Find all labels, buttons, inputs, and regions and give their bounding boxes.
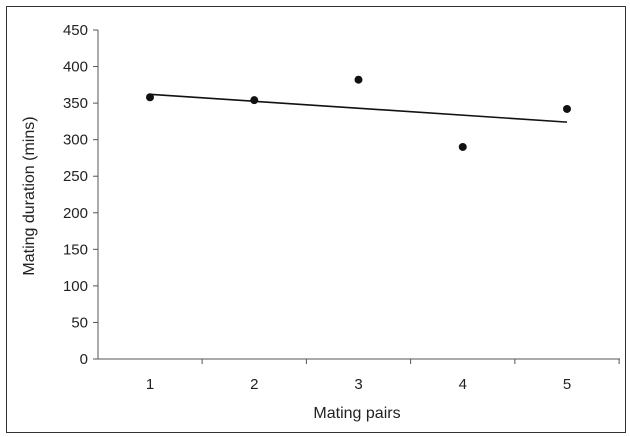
y-tick-label: 200 xyxy=(63,205,88,222)
x-tick-label: 2 xyxy=(250,376,258,393)
x-tick-label: 5 xyxy=(563,376,571,393)
data-point xyxy=(563,104,571,113)
y-tick-label: 450 xyxy=(63,22,88,39)
y-tick-label: 350 xyxy=(63,95,88,112)
y-tick-label: 100 xyxy=(63,278,88,295)
data-point xyxy=(146,93,154,102)
y-tick-label: 400 xyxy=(63,59,88,76)
y-tick-label: 0 xyxy=(80,351,88,368)
chart-frame xyxy=(6,6,626,433)
x-tick-label: 4 xyxy=(459,376,467,393)
x-tick-label: 1 xyxy=(146,376,154,393)
y-tick-label: 150 xyxy=(63,241,88,258)
trendline xyxy=(149,93,568,123)
y-tick-label: 300 xyxy=(63,132,88,149)
data-point xyxy=(354,75,363,84)
y-tick-label: 250 xyxy=(63,168,88,185)
data-point xyxy=(250,96,259,105)
x-tick-label: 3 xyxy=(354,376,362,393)
x-axis-label: Mating pairs xyxy=(313,405,400,422)
y-axis-label: Mating duration (mins) xyxy=(21,116,38,275)
y-tick-label: 50 xyxy=(71,314,88,331)
data-point xyxy=(458,142,467,151)
